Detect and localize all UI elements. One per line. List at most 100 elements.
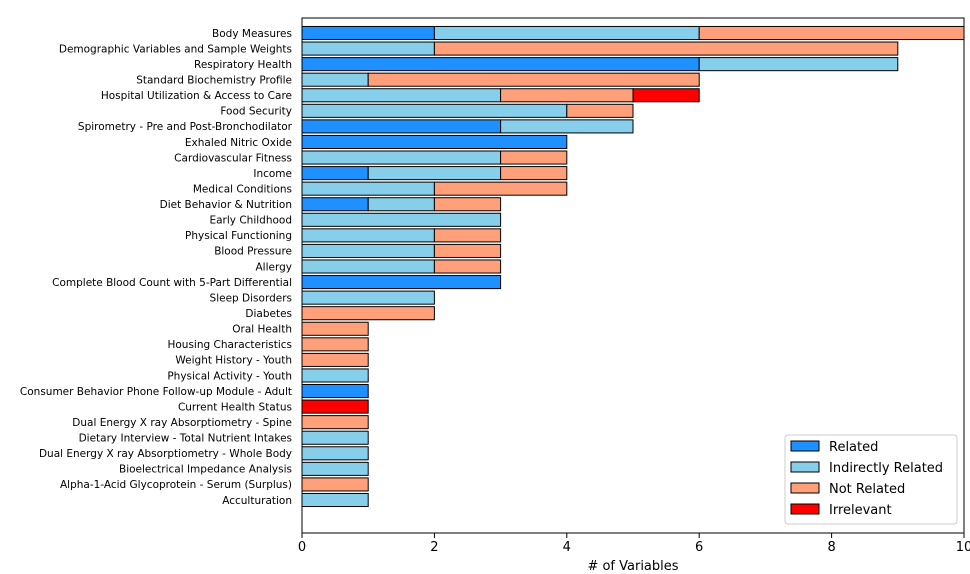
bar-segment [301,461,369,476]
bar-segment [367,197,435,212]
bar-segment [301,399,369,414]
bar-segment [301,228,435,243]
bar-segment [301,25,435,41]
bar-segment [433,41,899,56]
x-tick-label: 10 [956,540,970,555]
bar-segment [301,368,369,383]
category-label: Current Health Status [178,401,292,413]
category-label: Physical Activity - Youth [167,370,292,382]
category-label: Demographic Variables and Sample Weights [59,43,292,55]
legend-swatch [790,482,820,494]
category-labels: Body Measures Demographic Variables and S… [20,28,293,507]
category-label: Housing Characteristics [167,339,292,351]
bar-segment [698,25,965,41]
x-tick-label: 6 [695,540,703,555]
category-label: Food Security [220,106,292,118]
bar-segment [301,119,502,134]
bar-segment [301,415,369,430]
category-label: Consumer Behavior Phone Follow-up Module… [20,386,292,398]
bar-segment [301,383,369,399]
bar-segment [367,72,700,87]
category-label: Early Childhood [209,215,292,227]
legend-label: Indirectly Related [829,461,943,476]
category-label: Body Measures [212,28,292,40]
bar-segment [301,290,435,305]
x-axis: 0 2 4 6 8 10 [298,533,970,555]
x-tick-label: 0 [298,540,306,555]
bar-segment [500,166,568,181]
category-label: Dietary Interview - Total Nutrient Intak… [79,433,292,445]
bar-segment [433,25,700,41]
bar-segment [433,243,502,258]
bar-segment [500,88,634,103]
category-label: Allergy [256,261,293,273]
bars-layer [301,25,965,508]
bar-segment [301,275,502,290]
bar-segment [500,150,568,165]
category-label: Standard Biochemistry Profile [136,75,292,87]
category-label: Exhaled Nitric Oxide [185,137,292,149]
legend-label: Related [829,440,878,455]
bar-segment [566,103,634,118]
bar-segment [301,134,568,150]
x-tick-label: 2 [430,540,438,555]
bar-segment [632,88,700,103]
bar-segment [301,259,435,274]
category-label: Acculturation [222,495,292,507]
legend-label: Not Related [829,482,905,497]
bar-segment [367,166,502,181]
category-label: Medical Conditions [193,183,292,195]
bar-segment [301,492,369,508]
category-label: Diet Behavior & Nutrition [160,199,292,211]
bar-segment [301,166,369,181]
bar-segment [433,228,502,243]
bar-segment [301,181,435,196]
bar-segment [433,197,502,212]
category-label: Weight History - Youth [175,355,292,367]
bar-segment [301,72,369,87]
category-label: Bioelectrical Impedance Analysis [119,464,292,476]
bar-segment [698,57,899,72]
legend-swatch [790,461,820,473]
bar-segment [301,103,568,118]
category-label: Dual Energy X ray Absorptiometry - Spine [72,417,292,429]
bar-segment [301,352,369,367]
bar-segment [433,259,502,274]
bar-segment [301,41,435,56]
bar-segment [301,306,435,321]
bar-segment [301,150,502,165]
category-label: Cardiovascular Fitness [174,152,292,164]
legend-swatch [790,440,820,452]
bar-segment [301,477,369,492]
category-label: Spirometry - Pre and Post-Bronchodilator [78,121,293,133]
bar-segment [500,119,634,134]
category-label: Respiratory Health [194,59,292,71]
x-tick-label: 8 [827,540,835,555]
category-label: Income [253,168,292,180]
category-label: Oral Health [232,324,292,336]
bar-segment [301,243,435,258]
legend: Related Indirectly Related Not Related Irre… [784,434,958,525]
bar-segment [301,212,502,227]
category-label: Blood Pressure [214,246,292,258]
bar-segment [433,181,568,196]
legend-box [784,434,958,525]
category-label: Complete Blood Count with 5-Part Differe… [52,277,292,289]
category-label: Dual Energy X ray Absorptiometry - Whole… [39,448,292,460]
bar-segment [301,321,369,336]
category-label: Alpha-1-Acid Glycoprotein - Serum (Surpl… [60,479,292,491]
legend-swatch [790,503,820,515]
x-axis-title: # of Variables [587,559,678,574]
x-tick-label: 4 [563,540,571,555]
category-label: Physical Functioning [185,230,292,242]
bar-segment [301,88,502,103]
bar-segment [301,430,369,445]
category-label: Sleep Disorders [210,292,292,304]
bar-segment [301,446,369,461]
bar-segment [301,197,369,212]
legend-label: Irrelevant [829,503,892,518]
category-label: Diabetes [245,308,292,320]
plot-frame [301,17,965,534]
